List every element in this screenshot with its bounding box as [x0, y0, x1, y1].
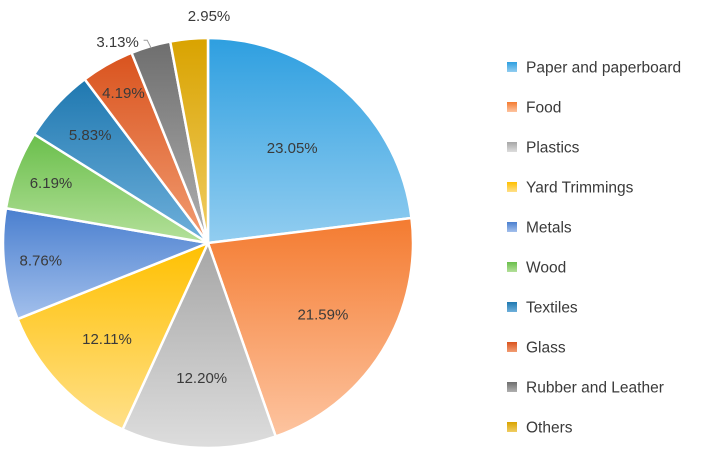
legend-swatch-rubber-and-leather [507, 382, 517, 392]
legend-label-rubber-and-leather: Rubber and Leather [526, 380, 664, 397]
legend-swatch-paper-and-paperboard [507, 62, 517, 72]
slice-paper-and-paperboard [206, 36, 413, 245]
pie-slices [1, 36, 415, 450]
legend-label-metals: Metals [526, 220, 572, 237]
data-labels: 23.05% 21.59% 12.20% 12.11% 8.76% 6.19% 5.83% 4… [20, 8, 349, 387]
legend-swatch-glass [507, 342, 517, 352]
legend-label-glass: Glass [526, 340, 566, 357]
slice-food [206, 216, 415, 438]
data-label-metals: 8.76% [20, 253, 63, 270]
legend-swatch-plastics [507, 142, 517, 152]
data-label-plastics: 12.20% [176, 370, 227, 387]
legend: Paper and paperboard Food Plastics Yard Tri… [507, 60, 681, 437]
data-label-food: 21.59% [297, 306, 348, 323]
data-label-rubber-and-leather: 3.13% [96, 34, 139, 51]
slice-metals [1, 207, 210, 321]
legend-label-paper-and-paperboard: Paper and paperboard [526, 60, 681, 77]
legend-swatch-others [507, 422, 517, 432]
leader-line-rubber-and-leather [143, 39, 152, 49]
legend-label-wood: Wood [526, 260, 566, 277]
data-label-others: 2.95% [188, 8, 231, 25]
data-label-textiles: 5.83% [69, 127, 112, 144]
data-label-glass: 4.19% [102, 85, 145, 102]
slice-yard-trimmings [16, 241, 210, 431]
slice-plastics [121, 241, 277, 450]
legend-label-yard-trimmings: Yard Trimmings [526, 180, 634, 197]
legend-label-food: Food [526, 100, 561, 117]
legend-label-others: Others [526, 420, 573, 437]
legend-label-textiles: Textiles [526, 300, 578, 317]
data-label-paper-and-paperboard: 23.05% [267, 140, 318, 157]
legend-swatch-textiles [507, 302, 517, 312]
legend-swatch-food [507, 102, 517, 112]
legend-swatch-wood [507, 262, 517, 272]
legend-label-plastics: Plastics [526, 140, 580, 157]
slice-others [168, 36, 210, 245]
legend-swatch-yard-trimmings [507, 182, 517, 192]
legend-swatch-metals [507, 222, 517, 232]
data-label-wood: 6.19% [30, 175, 73, 192]
data-label-yard-trimmings: 12.11% [82, 331, 132, 348]
